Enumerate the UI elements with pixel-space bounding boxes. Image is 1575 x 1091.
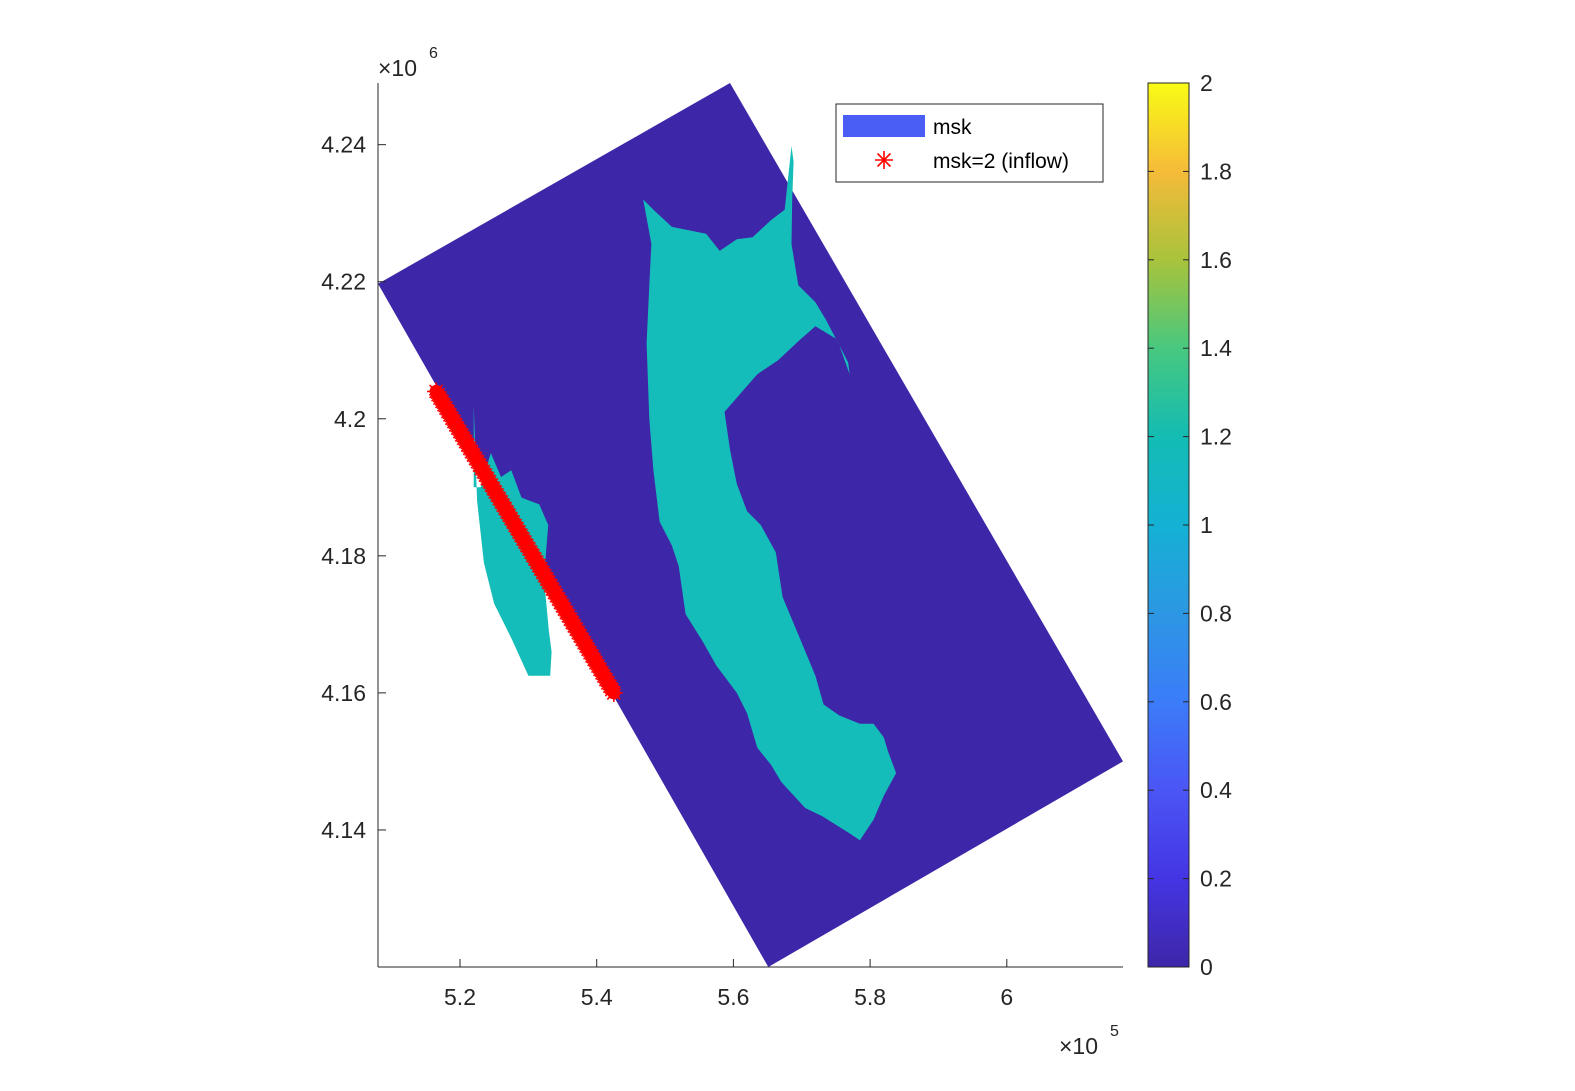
x-tick-label: 5.8 — [854, 984, 886, 1010]
x-tick-label: 5.2 — [444, 984, 476, 1010]
legend-msk-label: msk — [933, 116, 972, 139]
colorbar-tick-label: 1.2 — [1200, 424, 1232, 450]
legend: msk msk=2 (inflow) — [835, 103, 1104, 183]
inflow-marker — [604, 683, 623, 702]
y-tick-label: 4.16 — [321, 680, 366, 706]
colorbar: 0 0.2 0.4 0.6 0.8 1 1.2 1.4 1.6 1.8 2 — [1147, 70, 1232, 980]
y-axis-ticks: 4.14 4.16 4.18 4.2 4.22 4.24 — [321, 132, 386, 843]
x-exponent-base: ×10 — [1059, 1033, 1098, 1059]
colorbar-tick-label: 1.4 — [1200, 335, 1232, 361]
colorbar-tick-label: 0 — [1200, 954, 1213, 980]
colorbar-tick-label: 0.4 — [1200, 777, 1232, 803]
colorbar-tick-label: 1.8 — [1200, 158, 1232, 184]
x-tick-label: 5.4 — [581, 984, 613, 1010]
y-exponent-power: 6 — [429, 45, 438, 62]
colorbar-tick-label: 0.6 — [1200, 689, 1232, 715]
x-tick-label: 6 — [1000, 984, 1013, 1010]
x-exponent-power: 5 — [1110, 1023, 1119, 1040]
plot-area: 5.2 5.4 5.6 5.8 6 4.14 4.16 4.18 4.2 4.22 4.24 ×1… — [321, 45, 1123, 1059]
inflow-boundary-markers — [427, 382, 623, 702]
x-tick-label: 5.6 — [717, 984, 749, 1010]
legend-inflow-label: msk=2 (inflow) — [933, 150, 1069, 173]
colorbar-tick-label: 1 — [1200, 512, 1213, 538]
y-exponent-base: ×10 — [378, 55, 417, 81]
colorbar-gradient — [1147, 82, 1190, 968]
colorbar-tick-label: 2 — [1200, 70, 1213, 96]
colorbar-tick-label: 0.8 — [1200, 600, 1232, 626]
colorbar-ticks: 0 0.2 0.4 0.6 0.8 1 1.2 1.4 1.6 1.8 2 — [1148, 70, 1232, 980]
y-tick-label: 4.22 — [321, 269, 366, 295]
colorbar-tick-label: 0.2 — [1200, 866, 1232, 892]
x-axis-ticks: 5.2 5.4 5.6 5.8 6 — [444, 959, 1013, 1010]
y-tick-label: 4.2 — [334, 406, 366, 432]
y-tick-label: 4.14 — [321, 817, 366, 843]
y-tick-label: 4.24 — [321, 132, 366, 158]
axes-lines — [377, 83, 1123, 968]
bay-water-region — [643, 146, 897, 841]
y-tick-label: 4.18 — [321, 543, 366, 569]
legend-asterisk-icon — [875, 151, 893, 169]
colorbar-tick-label: 1.6 — [1200, 247, 1232, 273]
legend-msk-swatch — [843, 115, 925, 137]
